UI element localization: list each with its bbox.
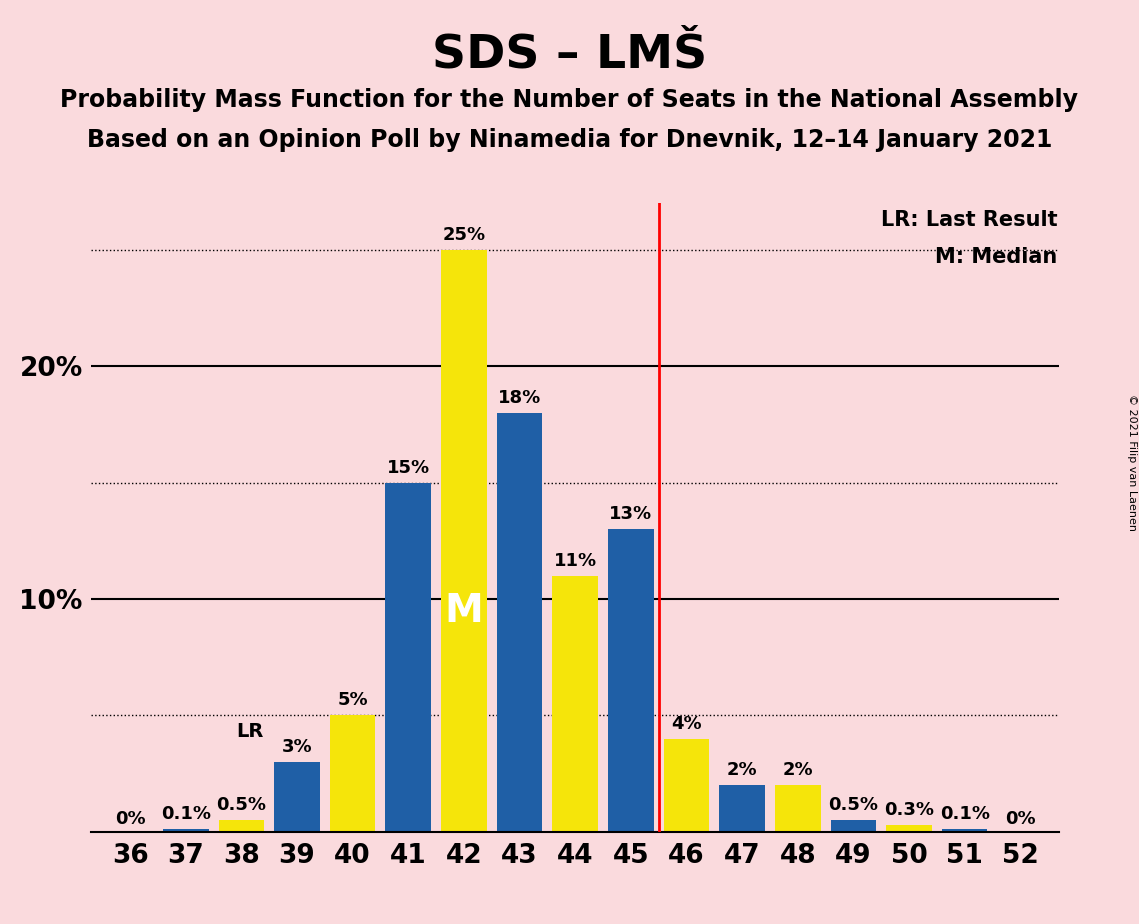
Bar — [775, 785, 820, 832]
Bar — [552, 576, 598, 832]
Text: LR: LR — [236, 722, 263, 741]
Text: 0.3%: 0.3% — [884, 801, 934, 819]
Text: 15%: 15% — [387, 458, 429, 477]
Text: Probability Mass Function for the Number of Seats in the National Assembly: Probability Mass Function for the Number… — [60, 88, 1079, 112]
Bar — [720, 785, 765, 832]
Text: 2%: 2% — [727, 761, 757, 779]
Text: 25%: 25% — [442, 226, 485, 244]
Text: 13%: 13% — [609, 505, 653, 523]
Text: 0.1%: 0.1% — [940, 806, 990, 823]
Bar — [219, 820, 264, 832]
Text: 0%: 0% — [1005, 810, 1035, 828]
Bar — [385, 482, 431, 832]
Text: 0.5%: 0.5% — [828, 796, 878, 814]
Text: 2%: 2% — [782, 761, 813, 779]
Text: 0%: 0% — [115, 810, 146, 828]
Bar — [664, 738, 710, 832]
Bar — [330, 715, 376, 832]
Bar — [497, 413, 542, 832]
Text: M: M — [444, 591, 483, 629]
Text: 5%: 5% — [337, 691, 368, 710]
Bar — [942, 829, 988, 832]
Bar — [886, 824, 932, 832]
Text: 0.5%: 0.5% — [216, 796, 267, 814]
Text: © 2021 Filip van Laenen: © 2021 Filip van Laenen — [1126, 394, 1137, 530]
Text: 18%: 18% — [498, 389, 541, 407]
Text: 3%: 3% — [281, 738, 312, 756]
Text: M: Median: M: Median — [935, 248, 1057, 267]
Text: SDS – LMŠ: SDS – LMŠ — [432, 32, 707, 78]
Text: Based on an Opinion Poll by Ninamedia for Dnevnik, 12–14 January 2021: Based on an Opinion Poll by Ninamedia fo… — [87, 128, 1052, 152]
Bar — [830, 820, 876, 832]
Bar — [441, 249, 486, 832]
Text: 11%: 11% — [554, 552, 597, 570]
Bar — [163, 829, 208, 832]
Text: 4%: 4% — [671, 714, 702, 733]
Text: 0.1%: 0.1% — [161, 806, 211, 823]
Text: LR: Last Result: LR: Last Result — [880, 210, 1057, 229]
Bar — [274, 761, 320, 832]
Bar — [608, 529, 654, 832]
